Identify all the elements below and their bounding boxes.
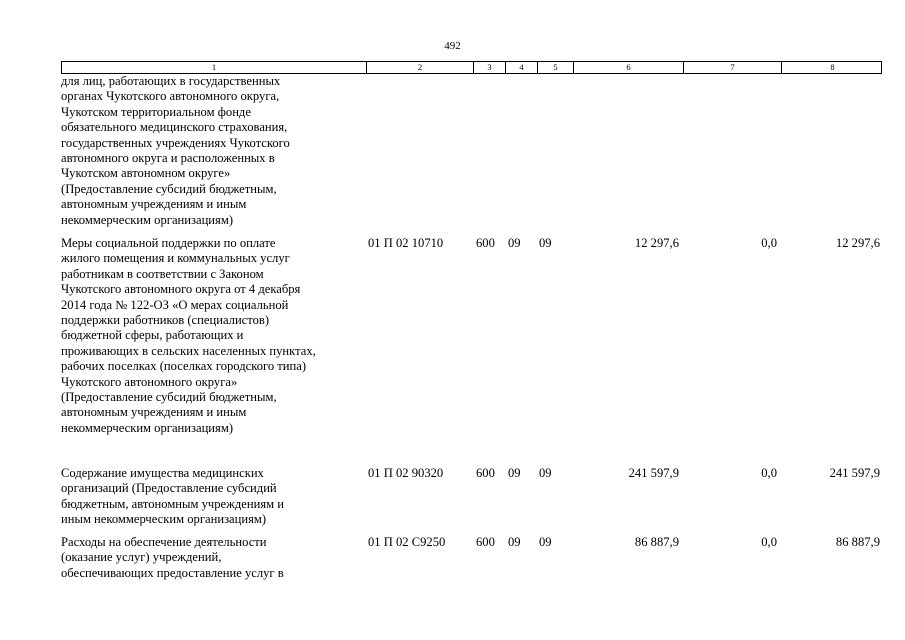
column-header-3: 3 [474,62,506,73]
column-header-8: 8 [830,62,835,72]
row-change: 0,0 [761,535,777,549]
row-rz [505,74,537,236]
table-row: Расходы на обеспечение деятельности (ока… [61,535,882,595]
row-total [781,74,882,236]
column-header-7: 7 [684,62,782,73]
row-rz: 09 [508,466,521,480]
row-name: Меры социальной поддержки по оплате жило… [61,236,316,435]
row-total: 241 597,9 [829,466,880,480]
row-vr [473,74,505,236]
row-pr: 09 [539,236,552,250]
table-body: для лиц, работающих в государственных ор… [61,74,882,595]
row-pr: 09 [539,535,552,549]
table-row: Содержание имущества медицинских организ… [61,466,882,535]
row-pr: 09 [539,466,552,480]
row-name: Расходы на обеспечение деятельности (ока… [61,535,284,580]
column-header-6: 6 [574,62,684,73]
row-change [683,74,781,236]
row-name: для лиц, работающих в государственных ор… [61,74,290,227]
row-rz: 09 [508,236,521,250]
row-pr [537,74,573,236]
row-sum [573,74,683,236]
column-header-1: 1 [62,62,367,73]
row-sum: 12 297,6 [634,236,679,250]
row-vr: 600 [476,535,495,549]
row-vr: 600 [476,466,495,480]
column-header-5: 5 [538,62,574,73]
row-vr: 600 [476,236,495,250]
budget-table: 1 2 3 4 5 6 7 8 для лиц, работающих в го… [61,61,882,595]
row-code: 01 П 02 С9250 [368,535,446,549]
table-header-row: 1 2 3 4 5 6 7 8 [61,61,882,74]
row-change: 0,0 [761,466,777,480]
row-total: 86 887,9 [835,535,880,549]
row-sum: 241 597,9 [628,466,679,480]
row-name: Содержание имущества медицинских организ… [61,466,284,527]
table-row: для лиц, работающих в государственных ор… [61,74,882,236]
row-total: 12 297,6 [835,236,880,250]
column-header-4: 4 [506,62,538,73]
column-header-2: 2 [367,62,474,73]
page-number: 492 [444,40,461,52]
table-row: Меры социальной поддержки по оплате жило… [61,236,882,466]
row-rz: 09 [508,535,521,549]
row-change: 0,0 [761,236,777,250]
row-code: 01 П 02 10710 [368,236,444,250]
row-code: 01 П 02 90320 [368,466,444,480]
row-sum: 86 887,9 [634,535,679,549]
row-code [366,74,473,236]
